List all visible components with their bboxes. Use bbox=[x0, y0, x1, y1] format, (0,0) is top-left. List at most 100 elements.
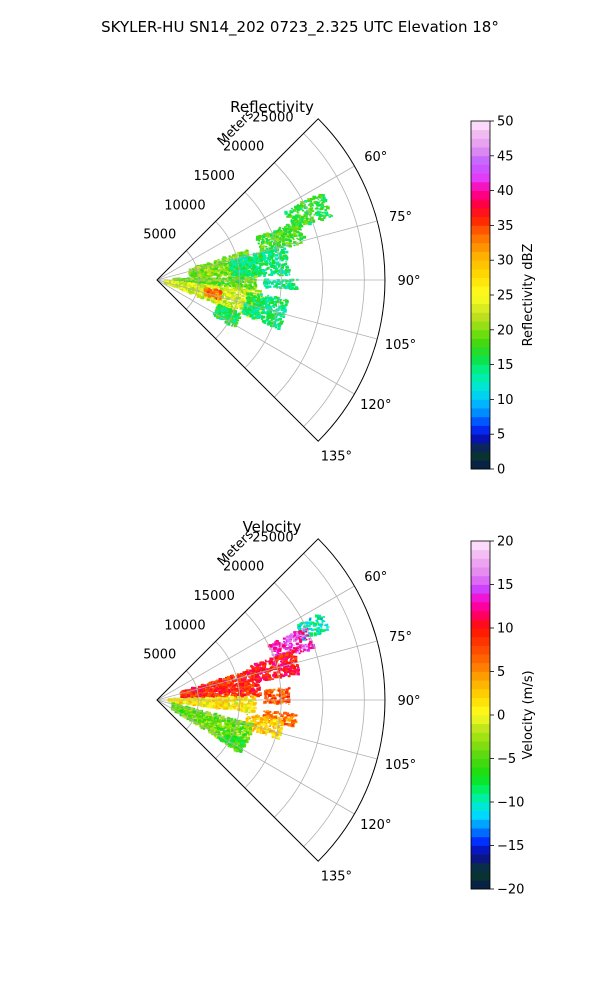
data-cell bbox=[280, 677, 282, 679]
data-cell bbox=[241, 268, 243, 270]
data-cell bbox=[258, 243, 260, 245]
radial-tick-label: 25000 bbox=[252, 110, 293, 125]
data-cell bbox=[272, 643, 274, 645]
colorbar-segment bbox=[471, 295, 490, 304]
data-cell bbox=[258, 304, 261, 306]
colorbar-segment bbox=[471, 173, 490, 182]
data-cell bbox=[236, 319, 239, 321]
data-cell bbox=[285, 261, 287, 262]
data-cell bbox=[285, 304, 288, 306]
data-cell bbox=[286, 215, 289, 217]
data-cell bbox=[229, 264, 232, 267]
data-cell bbox=[261, 312, 264, 314]
data-cell bbox=[286, 257, 289, 259]
data-cell bbox=[222, 264, 224, 265]
data-cell bbox=[285, 242, 288, 244]
data-cell bbox=[249, 266, 252, 268]
data-cell bbox=[203, 273, 205, 275]
data-cell bbox=[219, 290, 222, 292]
data-cell bbox=[305, 222, 309, 225]
data-cell bbox=[315, 208, 317, 209]
data-cell bbox=[274, 324, 278, 327]
data-cell bbox=[271, 297, 273, 299]
data-cell bbox=[198, 294, 202, 297]
data-cell bbox=[293, 631, 296, 634]
data-cell bbox=[326, 624, 329, 626]
data-cell bbox=[299, 240, 301, 242]
data-cell bbox=[254, 663, 257, 665]
data-cell bbox=[331, 215, 333, 217]
data-cell bbox=[224, 257, 226, 259]
data-cell bbox=[251, 295, 253, 296]
data-cell bbox=[271, 256, 273, 258]
data-cell bbox=[231, 325, 233, 326]
data-cell bbox=[295, 286, 298, 288]
data-cell bbox=[289, 668, 291, 670]
colorbar-segment bbox=[471, 278, 490, 287]
data-cell bbox=[267, 313, 269, 315]
data-cell bbox=[216, 291, 219, 293]
data-cell bbox=[192, 292, 195, 294]
data-region bbox=[242, 292, 289, 330]
colorbar-segment bbox=[471, 417, 490, 426]
data-cell bbox=[204, 269, 207, 271]
data-cell bbox=[262, 316, 265, 319]
data-cell bbox=[281, 305, 284, 308]
colorbar-segment bbox=[471, 252, 490, 261]
data-cell bbox=[271, 271, 275, 274]
data-cell bbox=[224, 291, 227, 293]
data-cell bbox=[303, 635, 305, 636]
data-cell bbox=[250, 289, 252, 291]
colorbar-segment bbox=[471, 434, 490, 443]
data-cell bbox=[298, 633, 300, 634]
data-cell bbox=[261, 246, 265, 249]
data-cell bbox=[306, 645, 309, 647]
data-cell bbox=[269, 261, 271, 263]
data-cell bbox=[275, 643, 278, 646]
data-cell bbox=[319, 194, 322, 196]
data-cell bbox=[243, 309, 245, 310]
data-cell bbox=[301, 216, 304, 218]
data-cell bbox=[249, 273, 252, 276]
data-cell bbox=[264, 261, 266, 262]
data-cell bbox=[219, 292, 222, 294]
data-cell bbox=[243, 311, 245, 312]
data-cell bbox=[252, 309, 254, 310]
data-cell bbox=[241, 307, 244, 309]
data-cell bbox=[220, 265, 223, 267]
data-cell bbox=[257, 267, 259, 268]
radial-tick-label: 10000 bbox=[164, 198, 205, 213]
data-cell bbox=[231, 292, 234, 294]
colorbar-tick-label: 50 bbox=[497, 115, 514, 130]
data-cell bbox=[264, 322, 266, 324]
data-cell bbox=[265, 264, 268, 266]
data-cell bbox=[284, 306, 287, 308]
data-cell bbox=[296, 243, 299, 245]
data-cell bbox=[297, 212, 299, 214]
data-cell bbox=[306, 634, 309, 636]
data-cell bbox=[244, 261, 247, 264]
data-cell bbox=[223, 289, 225, 291]
data-cell bbox=[267, 267, 270, 269]
colorbar-segment bbox=[471, 356, 490, 365]
data-cell bbox=[280, 320, 282, 321]
data-cell bbox=[289, 245, 292, 248]
data-cell bbox=[314, 624, 316, 626]
colorbar-segment bbox=[471, 399, 490, 408]
data-cell bbox=[217, 305, 220, 308]
data-cell bbox=[290, 656, 292, 657]
data-cell bbox=[272, 663, 276, 666]
data-cell bbox=[257, 316, 260, 319]
data-cell bbox=[324, 206, 326, 207]
colorbar-segment bbox=[471, 347, 490, 356]
data-cell bbox=[182, 282, 185, 285]
data-cell bbox=[209, 285, 213, 288]
colorbar-tick-label: 10 bbox=[497, 393, 514, 408]
data-cell bbox=[247, 298, 249, 299]
data-cell bbox=[251, 675, 254, 677]
data-cell bbox=[225, 263, 227, 264]
data-cell bbox=[306, 215, 309, 217]
data-cell bbox=[273, 679, 275, 680]
